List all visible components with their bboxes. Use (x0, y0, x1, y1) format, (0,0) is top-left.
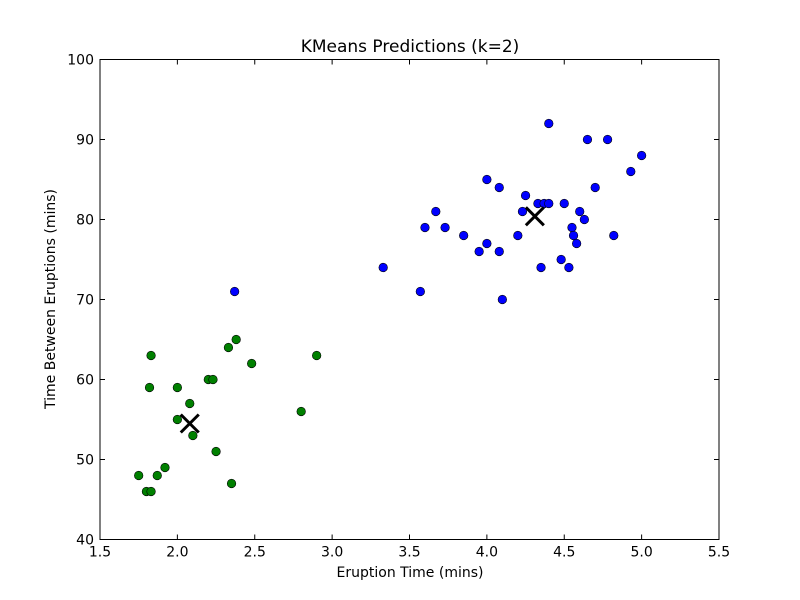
data-point (582, 134, 593, 145)
data-point (520, 190, 531, 201)
data-point (626, 166, 636, 177)
data-point (172, 414, 182, 425)
data-point (431, 206, 441, 217)
y-tick-label: 50 (76, 453, 94, 469)
data-point (226, 478, 237, 489)
y-tick-label: 40 (76, 533, 94, 549)
x-tick-label: 3.0 (321, 545, 343, 561)
chart-title: KMeans Predictions (k=2) (301, 37, 520, 57)
data-point (559, 198, 569, 209)
data-point (602, 134, 613, 145)
data-point (544, 118, 554, 129)
data-point (572, 238, 582, 249)
centroid-marker (524, 206, 545, 227)
data-point (420, 222, 430, 233)
x-axis-ticks: 1.5 2.0 2.5 3.0 3.5 4.0 4.5 5.0 5.5 (89, 59, 730, 561)
data-point (544, 198, 554, 209)
data-point (223, 342, 234, 353)
data-point (590, 182, 600, 193)
plot-area (100, 59, 719, 540)
data-point (378, 262, 388, 273)
x-tick-label: 3.5 (398, 545, 420, 561)
data-point (312, 350, 322, 361)
x-tick-label: 2.5 (244, 545, 266, 561)
data-point (609, 230, 619, 241)
data-point (208, 374, 218, 385)
data-point (152, 470, 162, 481)
data-point (185, 398, 195, 409)
data-point (564, 262, 574, 273)
data-point (231, 334, 241, 345)
y-tick-label: 80 (76, 213, 94, 229)
data-point (637, 150, 647, 161)
y-axis-ticks: 40 50 60 70 80 90 100 (67, 53, 719, 549)
data-point (517, 206, 528, 217)
y-tick-label: 100 (67, 53, 94, 69)
data-point (459, 230, 469, 241)
data-point (575, 206, 585, 217)
data-point (536, 262, 546, 273)
data-point (494, 182, 504, 193)
x-tick-label: 1.5 (89, 545, 111, 561)
data-point (440, 222, 450, 233)
data-point (172, 382, 182, 393)
data-point (568, 230, 579, 241)
data-point (482, 174, 492, 185)
x-tick-label: 4.0 (476, 545, 498, 561)
data-points (134, 118, 647, 497)
data-point (230, 286, 240, 297)
y-tick-label: 60 (76, 373, 94, 389)
x-tick-label: 2.0 (166, 545, 188, 561)
data-point (415, 286, 425, 297)
x-axis-label: Eruption Time (mins) (337, 565, 484, 581)
y-tick-label: 70 (76, 293, 94, 309)
centroid-marker (179, 413, 200, 434)
data-point (296, 406, 306, 417)
data-point (146, 350, 156, 361)
x-tick-label: 5.5 (708, 545, 730, 561)
data-point (556, 254, 566, 265)
data-point (494, 246, 504, 257)
data-point (211, 446, 221, 457)
data-point (474, 246, 484, 257)
x-tick-label: 4.5 (553, 545, 575, 561)
data-point (579, 214, 589, 225)
data-point (188, 430, 198, 441)
data-point (497, 294, 507, 305)
data-point (247, 358, 257, 369)
data-point (144, 382, 155, 393)
data-point (134, 470, 144, 481)
data-point (146, 486, 156, 497)
data-point (160, 462, 170, 473)
data-point (513, 230, 523, 241)
y-axis-label: Time Between Eruptions (mins) (43, 189, 59, 410)
y-tick-label: 90 (76, 133, 94, 149)
x-tick-label: 5.0 (630, 545, 652, 561)
data-point (567, 222, 577, 233)
data-point (482, 238, 492, 249)
